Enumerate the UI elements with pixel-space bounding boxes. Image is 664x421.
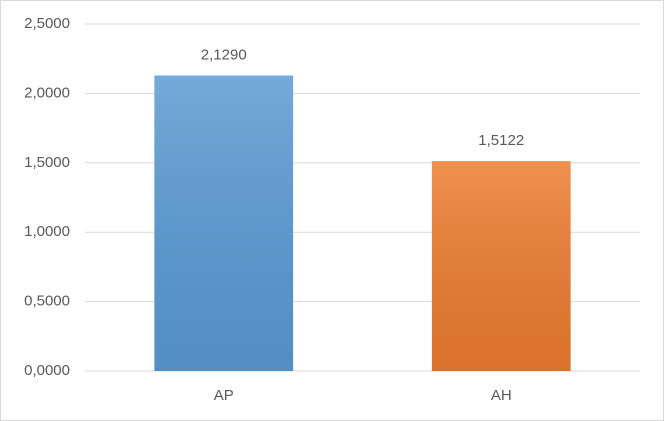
bar bbox=[154, 75, 294, 371]
x-tick-label: AH bbox=[491, 387, 512, 404]
y-tick-label: 2,0000 bbox=[24, 84, 70, 101]
x-tick-label: AP bbox=[214, 387, 234, 404]
bar bbox=[431, 161, 571, 371]
y-tick-label: 0,5000 bbox=[24, 293, 70, 310]
data-label: 1,5122 bbox=[478, 132, 524, 149]
y-tick-label: 2,5000 bbox=[24, 15, 70, 32]
y-tick-label: 1,5000 bbox=[24, 154, 70, 171]
data-label: 2,1290 bbox=[201, 46, 247, 63]
y-tick-label: 1,0000 bbox=[24, 223, 70, 240]
y-tick-label: 0,0000 bbox=[24, 362, 70, 379]
